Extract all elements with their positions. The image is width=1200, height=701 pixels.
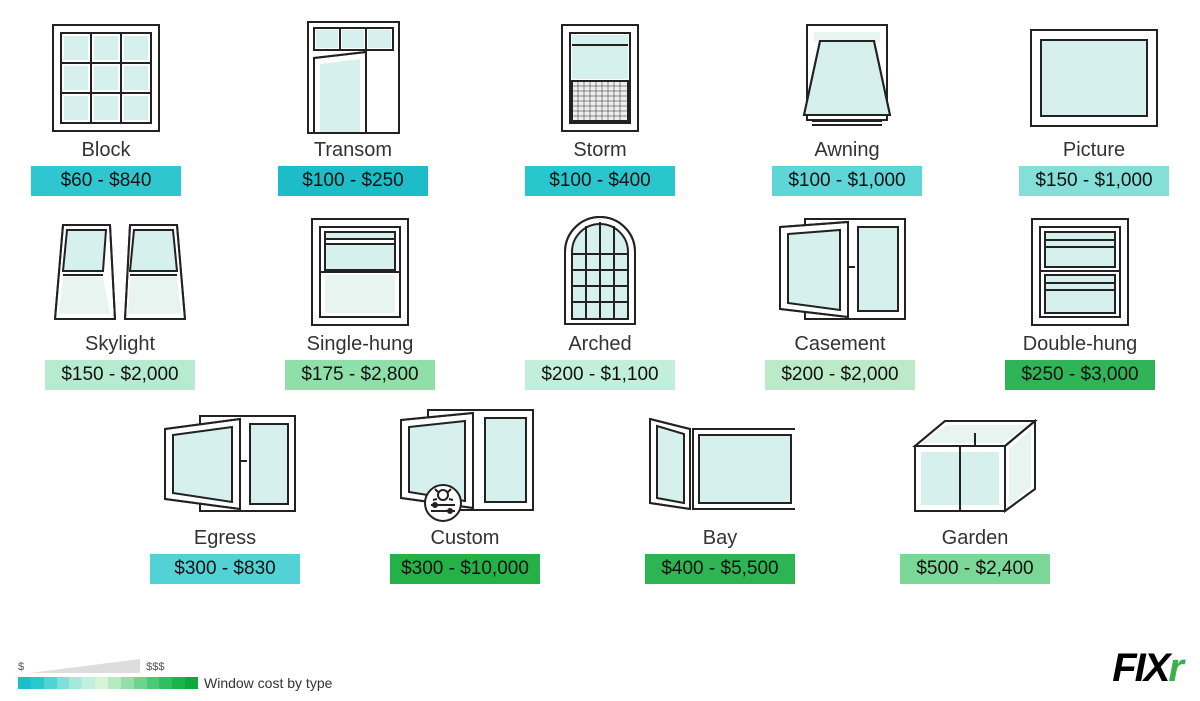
item-skylight: Skylight $150 - $2,000 bbox=[35, 214, 205, 390]
label: Skylight bbox=[85, 333, 155, 356]
doublehung-icon bbox=[1005, 214, 1155, 329]
block-icon bbox=[31, 20, 181, 135]
price: $500 - $2,400 bbox=[900, 554, 1050, 584]
legend: $ $$$ Window cost by type bbox=[18, 657, 332, 691]
footer: $ $$$ Window cost by type FIXr bbox=[18, 646, 1182, 691]
item-picture: Picture $150 - $1,000 bbox=[1018, 20, 1170, 196]
gradient-bar bbox=[18, 677, 198, 689]
legend-high: $$$ bbox=[146, 661, 164, 673]
price: $400 - $5,500 bbox=[645, 554, 795, 584]
arched-icon bbox=[525, 214, 675, 329]
transom-icon bbox=[278, 20, 428, 135]
storm-icon bbox=[525, 20, 675, 135]
label: Arched bbox=[568, 333, 631, 356]
item-singlehung: Single-hung $175 - $2,800 bbox=[275, 214, 445, 390]
legend-text: Window cost by type bbox=[204, 675, 332, 691]
item-transom: Transom $100 - $250 bbox=[277, 20, 429, 196]
row-1: Block $60 - $840 Transom $100 - $250 Sto… bbox=[30, 20, 1170, 196]
garden-icon bbox=[900, 408, 1050, 523]
picture-icon bbox=[1019, 20, 1169, 135]
label: Picture bbox=[1063, 139, 1125, 162]
price: $60 - $840 bbox=[31, 166, 181, 196]
legend-low: $ bbox=[18, 661, 24, 673]
item-egress: Egress $300 - $830 bbox=[140, 408, 310, 584]
price: $100 - $1,000 bbox=[772, 166, 922, 196]
label: Block bbox=[82, 139, 131, 162]
label: Egress bbox=[194, 527, 256, 550]
wedge-icon bbox=[30, 659, 140, 673]
price: $175 - $2,800 bbox=[285, 360, 435, 390]
price: $200 - $2,000 bbox=[765, 360, 915, 390]
label: Double-hung bbox=[1023, 333, 1138, 356]
logo: FIXr bbox=[1112, 646, 1182, 691]
label: Awning bbox=[814, 139, 879, 162]
label: Bay bbox=[703, 527, 737, 550]
custom-icon bbox=[390, 408, 540, 523]
label: Single-hung bbox=[307, 333, 414, 356]
price: $100 - $400 bbox=[525, 166, 675, 196]
price: $300 - $10,000 bbox=[390, 554, 540, 584]
price: $300 - $830 bbox=[150, 554, 300, 584]
item-casement: Casement $200 - $2,000 bbox=[755, 214, 925, 390]
egress-icon bbox=[150, 408, 300, 523]
label: Garden bbox=[942, 527, 1009, 550]
bay-icon bbox=[645, 408, 795, 523]
label: Custom bbox=[431, 527, 500, 550]
label: Transom bbox=[314, 139, 392, 162]
price: $100 - $250 bbox=[278, 166, 428, 196]
price: $150 - $1,000 bbox=[1019, 166, 1169, 196]
item-garden: Garden $500 - $2,400 bbox=[890, 408, 1060, 584]
item-doublehung: Double-hung $250 - $3,000 bbox=[995, 214, 1165, 390]
item-awning: Awning $100 - $1,000 bbox=[771, 20, 923, 196]
row-2: Skylight $150 - $2,000 Single-hung $175 … bbox=[30, 214, 1170, 390]
window-grid: Block $60 - $840 Transom $100 - $250 Sto… bbox=[30, 20, 1170, 584]
singlehung-icon bbox=[285, 214, 435, 329]
price: $250 - $3,000 bbox=[1005, 360, 1155, 390]
label: Casement bbox=[794, 333, 885, 356]
row-3: Egress $300 - $830 Custom $300 - $10,000… bbox=[30, 408, 1170, 584]
item-bay: Bay $400 - $5,500 bbox=[620, 408, 820, 584]
awning-icon bbox=[772, 20, 922, 135]
skylight-icon bbox=[45, 214, 195, 329]
item-arched: Arched $200 - $1,100 bbox=[515, 214, 685, 390]
casement-icon bbox=[765, 214, 915, 329]
label: Storm bbox=[573, 139, 626, 162]
item-storm: Storm $100 - $400 bbox=[524, 20, 676, 196]
price: $200 - $1,100 bbox=[525, 360, 675, 390]
item-block: Block $60 - $840 bbox=[30, 20, 182, 196]
item-custom: Custom $300 - $10,000 bbox=[380, 408, 550, 584]
price: $150 - $2,000 bbox=[45, 360, 195, 390]
